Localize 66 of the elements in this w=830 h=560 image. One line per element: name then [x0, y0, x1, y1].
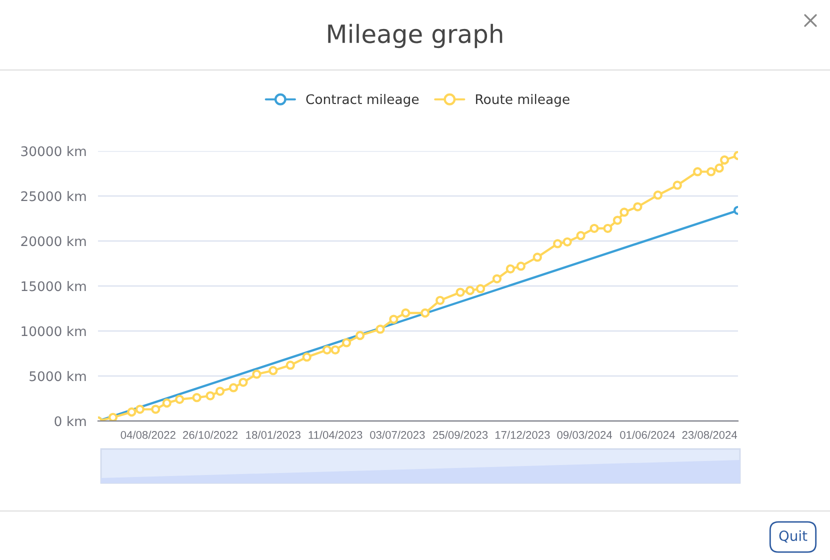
text: Quit: [779, 530, 808, 543]
x-tick-label: 03/07/2023: [370, 430, 425, 439]
point: [692, 167, 702, 176]
point: [720, 155, 730, 165]
legend-label: Route mileage: [476, 94, 570, 107]
point: [322, 345, 332, 354]
chart-title: Mileage graph: [328, 24, 502, 48]
x-tick-label: 23/08/2024: [682, 430, 738, 439]
point: [286, 360, 295, 370]
x-tick-label: 25/09/2023: [433, 430, 488, 439]
point: [506, 264, 516, 274]
point: [127, 407, 136, 417]
point: [108, 412, 118, 421]
point: [228, 383, 238, 392]
point: [175, 394, 184, 404]
point: [553, 239, 562, 248]
point: [612, 216, 622, 225]
y-tick-label: 20000 km: [21, 236, 86, 246]
point: [135, 404, 144, 414]
y-tick-label: 10000 km: [22, 326, 86, 336]
x-tick-label: 04/08/2022: [120, 430, 176, 439]
point: [672, 180, 682, 190]
point: [620, 208, 629, 217]
point: [252, 370, 262, 379]
y-tick-label: 15000 km: [22, 280, 86, 292]
point: [268, 366, 278, 376]
point: [456, 288, 465, 297]
point: [376, 324, 385, 334]
y-tick-label: 5000 km: [30, 370, 86, 382]
point: [562, 237, 572, 246]
point: [389, 314, 398, 324]
point: [532, 252, 542, 262]
x-tick-label: 11/04/2023: [308, 430, 362, 439]
point: [603, 224, 612, 233]
x-tick-label: 09/03/2024: [557, 430, 612, 439]
point: [714, 164, 724, 173]
point: [465, 286, 475, 296]
point: [476, 284, 486, 294]
point: [302, 352, 312, 362]
point: [342, 338, 352, 348]
point: [151, 404, 160, 414]
point: [192, 393, 202, 402]
point: [238, 378, 248, 387]
point: [576, 231, 586, 240]
point: [162, 398, 172, 408]
legend-label: Contract mileage: [306, 94, 419, 107]
point: [215, 386, 225, 396]
point: [492, 274, 502, 284]
point: [633, 202, 642, 212]
x-tick-label: 01/06/2024: [620, 430, 675, 439]
x-tick-label: 26/10/2022: [183, 430, 238, 439]
point: [706, 167, 716, 176]
point: [355, 330, 365, 340]
point: [330, 345, 340, 354]
point: [436, 296, 445, 305]
point: [590, 224, 599, 233]
y-tick-label: 0 km: [54, 416, 86, 426]
point: [420, 308, 430, 318]
x-tick-label: 17/12/2023: [495, 430, 550, 439]
y-tick-label: 30000 km: [21, 146, 86, 156]
y-tick-label: 25000 km: [21, 190, 86, 202]
x-tick-label: 18/01/2023: [246, 430, 300, 439]
point: [516, 262, 526, 271]
point: [206, 391, 215, 400]
point: [653, 190, 662, 200]
point: [401, 308, 410, 318]
